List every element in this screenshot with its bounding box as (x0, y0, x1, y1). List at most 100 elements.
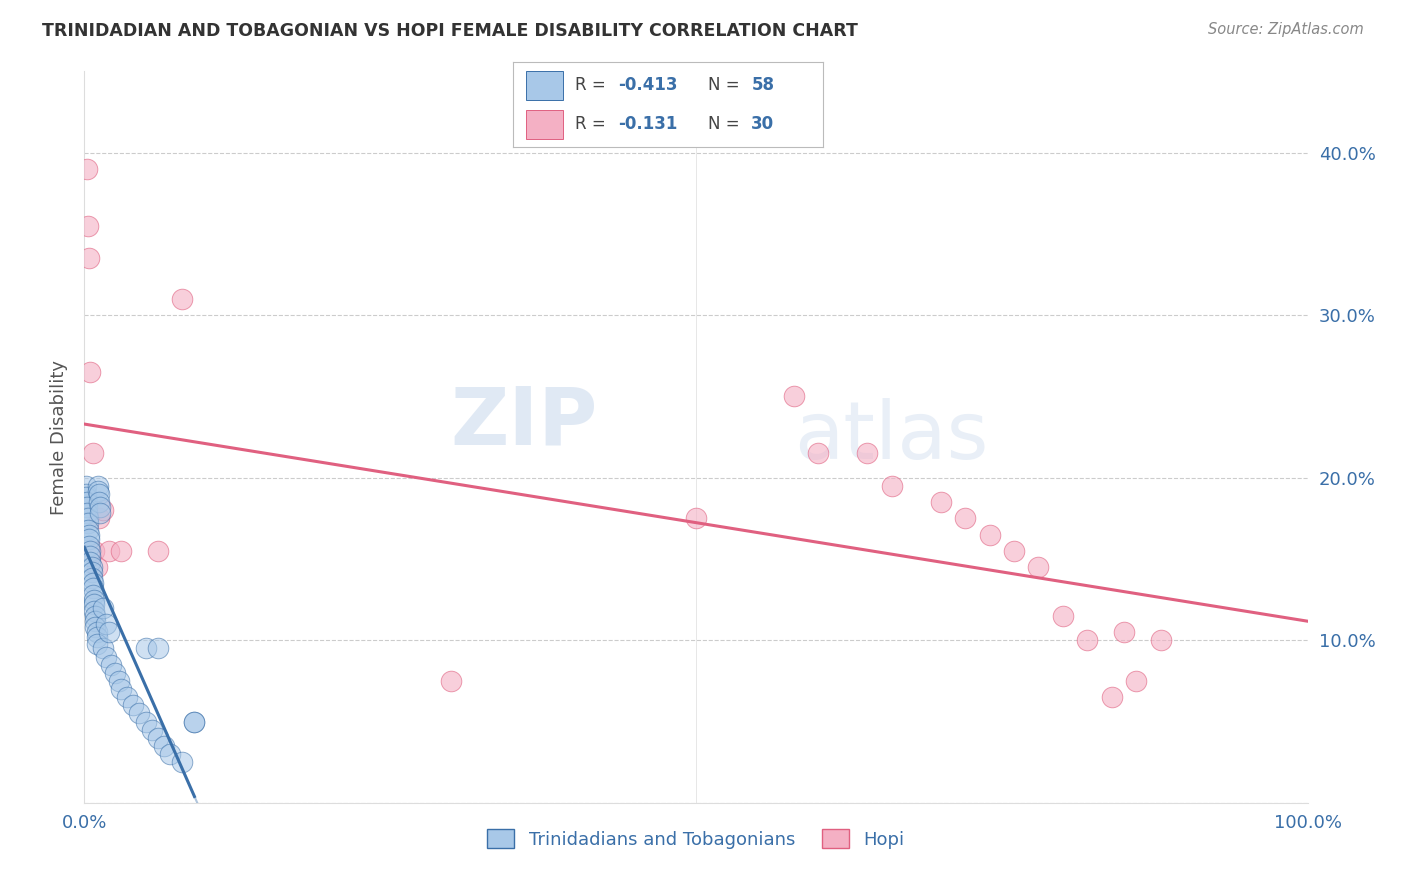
Point (115, 690, 138, 705)
Point (87, 483, 110, 498)
Point (1101, 690, 1123, 705)
Point (77, 539, 100, 553)
Point (110, 681, 132, 696)
Point (783, 389, 806, 403)
Point (86, 630, 108, 644)
Point (79, 365, 101, 379)
Point (135, 641, 157, 656)
Point (84, 620, 107, 634)
Point (107, 673, 129, 688)
Bar (526, 110, 562, 139)
Point (440, 673, 463, 688)
Point (79, 544, 101, 558)
Point (80, 572, 103, 586)
Point (77, 516, 100, 531)
Point (83, 604, 105, 618)
Point (77, 533, 100, 547)
Text: 58: 58 (751, 77, 775, 95)
Point (87, 487, 110, 501)
Point (75, 487, 97, 501)
Point (1150, 633, 1173, 648)
Text: N =: N = (709, 115, 745, 133)
Point (77, 523, 100, 537)
Point (89, 507, 111, 521)
Point (82, 576, 104, 591)
Point (135, 714, 157, 729)
Point (96, 617, 118, 632)
Point (89, 500, 111, 514)
Point (83, 544, 105, 558)
Text: -0.131: -0.131 (619, 115, 678, 133)
Point (79, 549, 101, 563)
Point (104, 665, 127, 680)
Point (172, 292, 194, 306)
Point (75, 479, 97, 493)
Point (84, 614, 107, 628)
Point (146, 641, 169, 656)
Point (153, 739, 176, 753)
Point (110, 544, 132, 558)
Point (83, 598, 105, 612)
Point (807, 446, 830, 460)
Point (146, 544, 169, 558)
Bar (526, 71, 562, 100)
Point (86, 625, 108, 640)
Point (77, 527, 100, 541)
Point (80, 565, 103, 579)
Point (87, 479, 110, 493)
Point (82, 588, 104, 602)
Point (75, 490, 97, 504)
Point (84, 608, 107, 623)
Text: Source: ZipAtlas.com: Source: ZipAtlas.com (1208, 22, 1364, 37)
Text: -0.413: -0.413 (619, 77, 678, 95)
Point (100, 657, 122, 672)
Point (80, 560, 103, 574)
Point (1052, 608, 1074, 623)
Text: ZIP: ZIP (451, 384, 598, 461)
Point (146, 731, 169, 745)
Point (953, 511, 976, 525)
Point (91, 641, 114, 656)
Point (87, 511, 110, 525)
Point (1028, 560, 1050, 574)
Text: TRINIDADIAN AND TOBAGONIAN VS HOPI FEMALE DISABILITY CORRELATION CHART: TRINIDADIAN AND TOBAGONIAN VS HOPI FEMAL… (42, 22, 858, 40)
Point (77, 511, 100, 525)
Point (77, 252, 100, 266)
Point (86, 636, 108, 650)
Point (91, 600, 114, 615)
Point (183, 714, 205, 729)
Point (82, 446, 104, 460)
Text: N =: N = (709, 77, 745, 95)
Point (76, 495, 98, 509)
Point (86, 560, 108, 574)
Point (1076, 633, 1098, 648)
Point (76, 500, 98, 514)
Point (97, 544, 120, 558)
Point (172, 755, 194, 769)
Legend: Trinidadians and Tobagonians, Hopi: Trinidadians and Tobagonians, Hopi (479, 822, 912, 856)
Point (685, 511, 707, 525)
Text: 30: 30 (751, 115, 775, 133)
Point (77, 219, 100, 233)
Point (122, 698, 145, 713)
Point (91, 503, 114, 517)
Point (79, 555, 101, 569)
Y-axis label: Female Disability: Female Disability (49, 359, 67, 515)
Point (1114, 625, 1136, 640)
Text: atlas: atlas (794, 398, 988, 476)
Point (856, 446, 879, 460)
Point (76, 507, 98, 521)
Point (97, 625, 120, 640)
Point (1125, 673, 1147, 688)
Point (128, 706, 150, 721)
Point (1002, 544, 1025, 558)
Point (183, 714, 205, 729)
Point (159, 747, 181, 761)
Point (141, 723, 163, 737)
Point (979, 527, 1001, 541)
Point (880, 479, 903, 493)
Text: R =: R = (575, 77, 612, 95)
Point (82, 581, 104, 595)
Point (96, 649, 118, 664)
Point (929, 495, 952, 509)
